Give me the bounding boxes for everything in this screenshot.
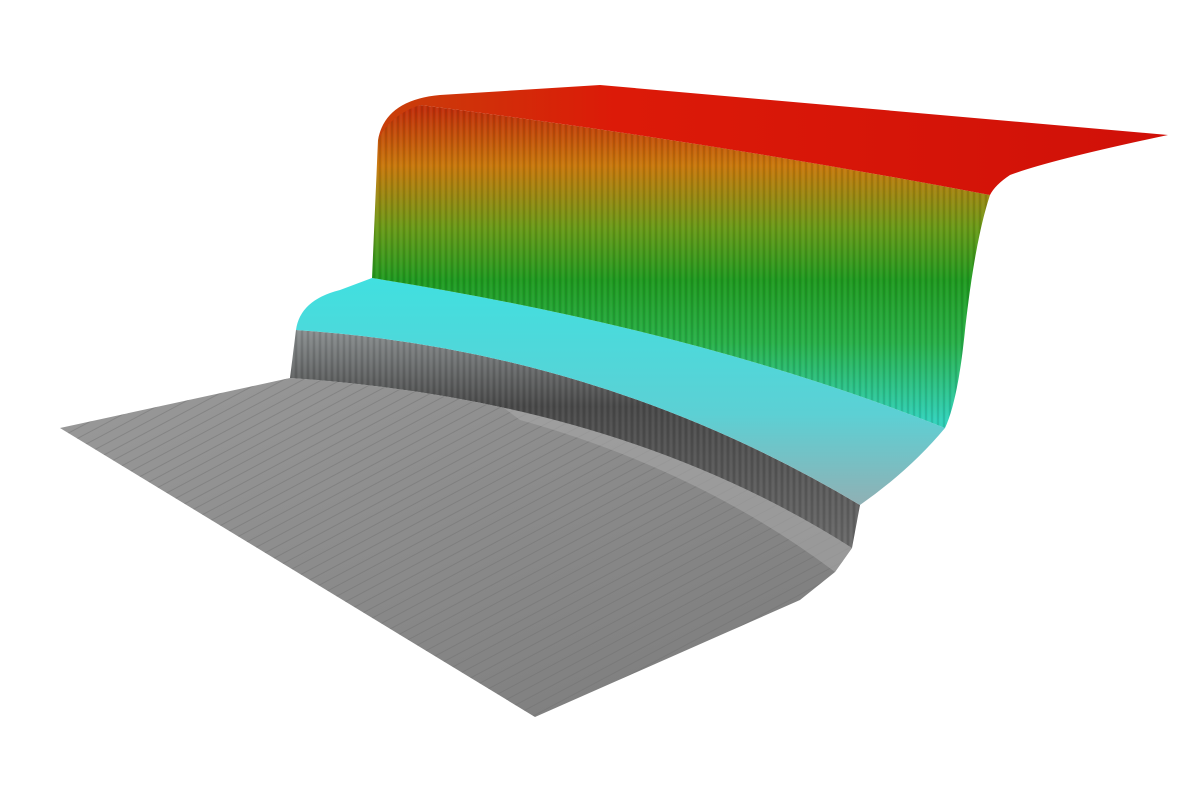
top-plateau: [378, 85, 1168, 195]
upper-wall-streaks: [372, 105, 990, 428]
lower-wall-streaks: [290, 330, 860, 548]
cyan-terrace: [296, 278, 945, 505]
floor-rough-edge: [500, 405, 852, 572]
